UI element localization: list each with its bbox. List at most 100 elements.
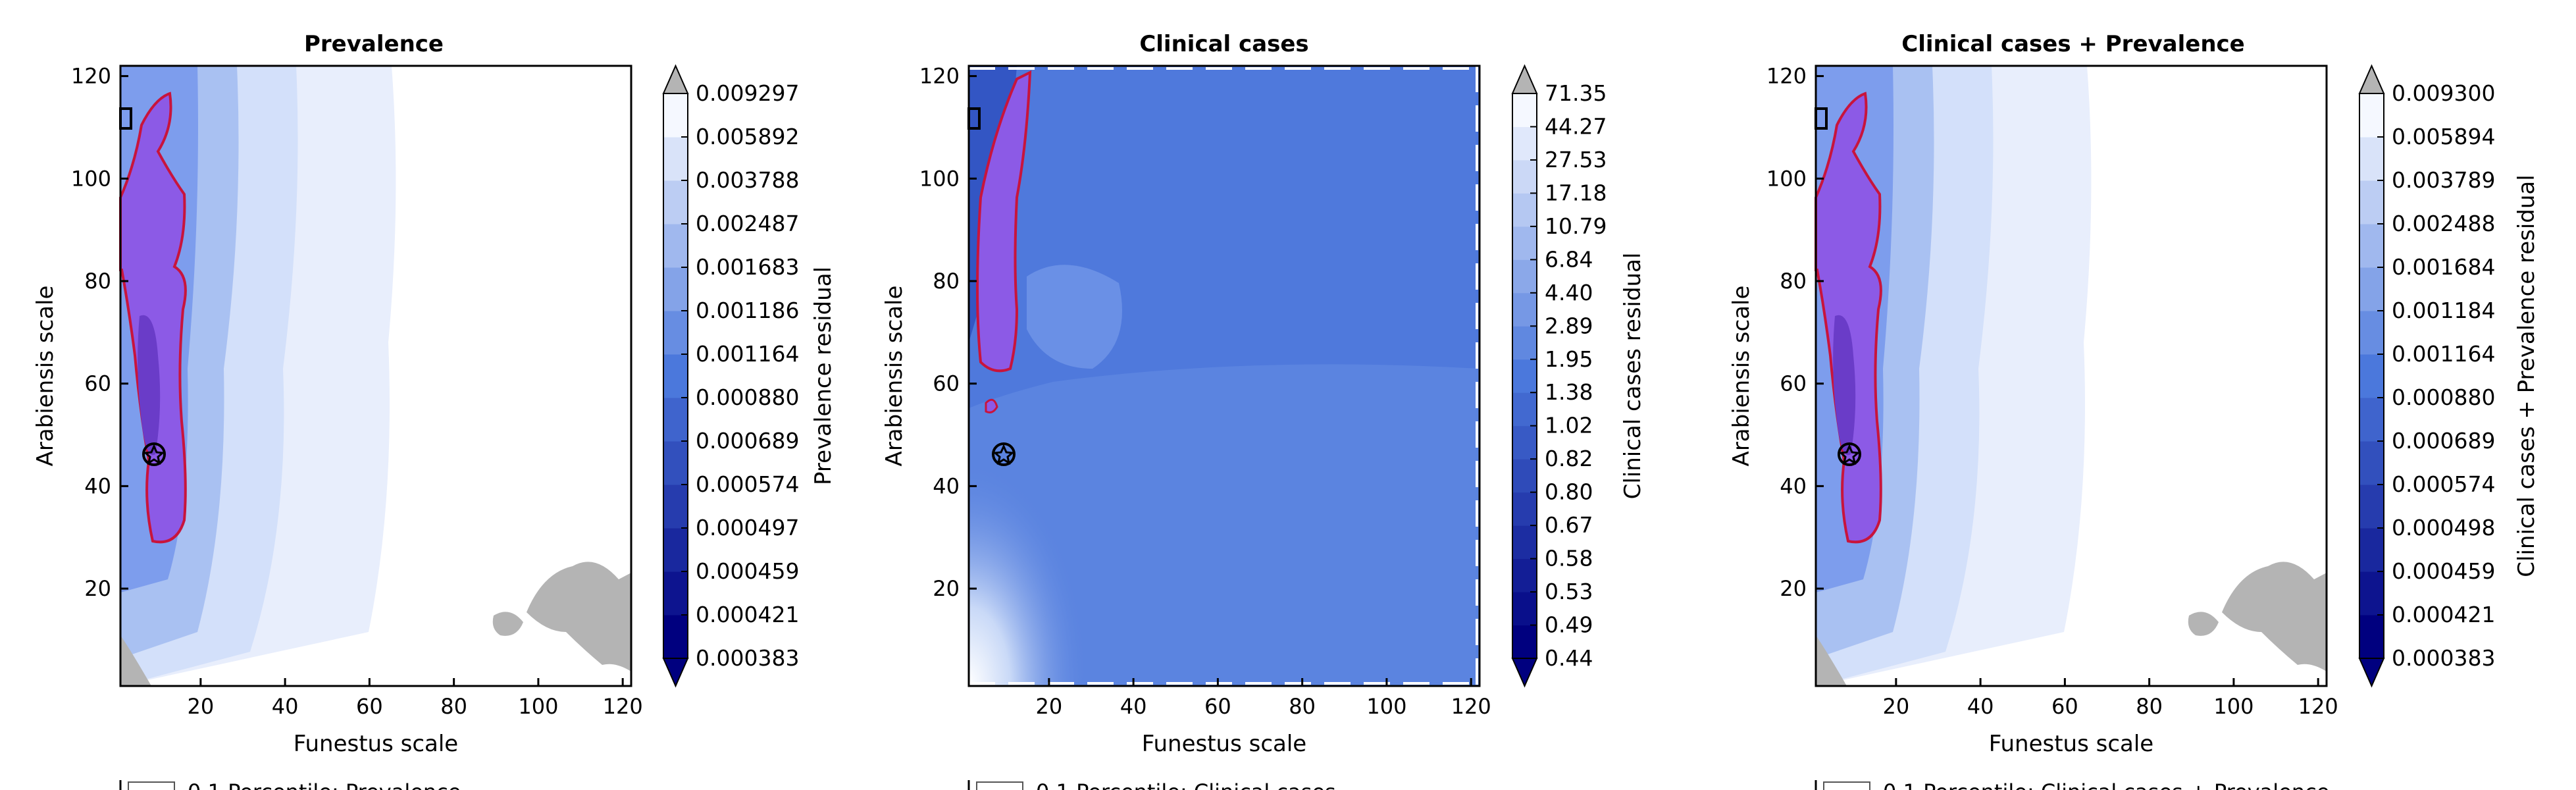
colorbar-segment: [663, 398, 688, 442]
prevalence-axes: 20 40 60 80 100 120 20 40 60 80 100 120: [71, 64, 643, 719]
colorbar-segment: [1512, 359, 1537, 393]
y-tick-label: 40: [84, 473, 111, 498]
clinical-cases-contour-lightpatch: [1027, 265, 1122, 369]
colorbar-segment: [1512, 326, 1537, 360]
colorbar-segment: [663, 571, 688, 616]
colorbar-tick-label: 0.000689: [696, 428, 799, 454]
colorbar-tick-label: 0.009297: [696, 80, 799, 106]
y-tick-label: 120: [919, 64, 960, 89]
colorbar-tick-label: 1.38: [1545, 379, 1593, 405]
y-tick-label: 40: [933, 473, 960, 498]
prevalence-contour-deep: [138, 315, 161, 456]
colorbar-tick-label: 0.67: [1545, 512, 1593, 538]
colorbar-segment: [663, 441, 688, 485]
prevalence-best-fit-star-icon: [143, 444, 165, 465]
colorbar-under-arrow: [1511, 658, 1538, 688]
colorbar-segment: [2359, 441, 2384, 485]
clinical-cases-best-fit-star-icon: [992, 444, 1015, 465]
y-tick-label: 60: [933, 371, 960, 396]
x-tick-label: 20: [187, 694, 214, 719]
colorbar-tick-label: 0.58: [1545, 546, 1593, 571]
colorbar-segment: [2359, 485, 2384, 529]
colorbar-tick-label: 0.000497: [696, 515, 799, 540]
y-tick-label: 100: [1766, 166, 1807, 191]
colorbar-segment: [663, 224, 688, 268]
y-tick-label: 80: [84, 269, 111, 294]
x-tick-label: 20: [1882, 694, 1909, 719]
x-tick-label: 60: [2051, 694, 2078, 719]
y-tick-label: 80: [1780, 269, 1807, 294]
colorbar-frame: [1512, 93, 1537, 659]
colorbar-segment: [2359, 224, 2384, 268]
clinical-cases-contour-core: [976, 70, 1032, 373]
combined-legend-swatch: [1823, 781, 1870, 790]
clinical-cases-ylabel: Arabiensis scale: [881, 286, 908, 467]
colorbar-tick-label: 0.000574: [2392, 471, 2495, 497]
colorbar-tick-label: 0.003789: [2392, 167, 2495, 193]
colorbar-segment: [1512, 492, 1537, 526]
colorbar-tick-label: 0.001164: [2392, 341, 2495, 367]
combined-best-fit-star-icon: [1838, 444, 1861, 465]
colorbar-tick-label: 1.95: [1545, 346, 1593, 372]
colorbar-tick-label: 0.000383: [696, 645, 799, 671]
colorbar-segment: [1512, 193, 1537, 227]
colorbar-tick-label: 0.82: [1545, 446, 1593, 471]
y-tick-label: 100: [71, 166, 111, 191]
combined-over-range-blob: [2188, 612, 2219, 636]
prevalence-colorbar: 0.000383 0.000421 0.000459 0.000497 0.000574…: [662, 64, 799, 688]
colorbar-tick-label: 0.44: [1545, 645, 1593, 671]
colorbar-segment: [1512, 93, 1537, 127]
colorbar-tick-label: 0.000383: [2392, 645, 2495, 671]
prevalence-contour-core: [119, 92, 187, 544]
colorbar-segment: [1512, 392, 1537, 427]
colorbar-tick-label: 27.53: [1545, 147, 1607, 172]
prevalence-over-range-blob: [492, 612, 523, 636]
colorbar-tick-label: 0.001164: [696, 341, 799, 367]
clinical-cases-colorbar-label: Clinical cases residual: [1620, 253, 1646, 500]
clinical-cases-colorbar: 0.44 0.49 0.53 0.58 0.67 0.80 0.82 1.02 1.38 1.95…: [1511, 64, 1607, 688]
colorbar-tick-label: 4.40: [1545, 280, 1593, 305]
prevalence-best-fit-marker: [142, 442, 166, 466]
combined-panel: Clinical cases + Prevalence 20 40 60 80 100 1…: [1728, 31, 2540, 790]
colorbar-segment: [1512, 592, 1537, 626]
y-tick-label: 20: [84, 576, 111, 601]
colorbar-segment: [663, 485, 688, 529]
combined-over-range-right: [2222, 562, 2327, 672]
clinical-cases-title: Clinical cases: [1139, 31, 1308, 57]
combined-colorbar-label: Clinical cases + Prevalence residual: [2513, 174, 2540, 577]
colorbar-under-arrow: [2358, 658, 2385, 688]
colorbar-segment: [2359, 354, 2384, 398]
colorbar-segment: [663, 354, 688, 398]
colorbar-segment: [2359, 267, 2384, 311]
colorbar-under-arrow: [662, 658, 689, 688]
clinical-cases-panel: Clinical cases 20 40 60 80 100 120 20 40 60 80 100…: [881, 31, 1646, 790]
prevalence-legend-swatch: [128, 781, 175, 790]
x-tick-label: 60: [356, 694, 383, 719]
colorbar-tick-label: 0.53: [1545, 579, 1593, 604]
combined-legend-text: 0.1 Percentile: Clinical cases + Prevale…: [1883, 779, 2329, 790]
x-tick-label: 40: [1967, 694, 1994, 719]
colorbar-tick-label: 0.49: [1545, 612, 1593, 638]
colorbar-segment: [663, 311, 688, 355]
clinical-cases-contour-speck: [985, 398, 998, 413]
colorbar-segment: [2359, 311, 2384, 355]
colorbar-tick-label: 0.005892: [696, 124, 799, 149]
x-tick-label: 80: [2136, 694, 2163, 719]
clinical-cases-legend-swatch: [976, 781, 1023, 790]
colorbar-frame: [2359, 93, 2384, 659]
combined-frame: [1815, 65, 2328, 687]
colorbar-tick-label: 0.000574: [696, 471, 799, 497]
colorbar-tick-label: 0.80: [1545, 479, 1593, 505]
x-tick-label: 100: [1366, 694, 1406, 719]
colorbar-segment: [2359, 615, 2384, 659]
colorbar-tick-label: 1.02: [1545, 413, 1593, 438]
colorbar-segment: [2359, 180, 2384, 224]
x-tick-label: 120: [2298, 694, 2338, 719]
x-tick-label: 60: [1204, 694, 1231, 719]
prevalence-xlabel: Funestus scale: [294, 731, 458, 757]
x-tick-label: 100: [2213, 694, 2254, 719]
prevalence-panel: Prevalence 20 40 60 80 100 12020406080100120 …: [32, 31, 837, 790]
colorbar-segment: [1512, 226, 1537, 260]
colorbar-tick-label: 0.001684: [2392, 254, 2495, 280]
colorbar-tick-label: 0.002487: [696, 211, 799, 236]
